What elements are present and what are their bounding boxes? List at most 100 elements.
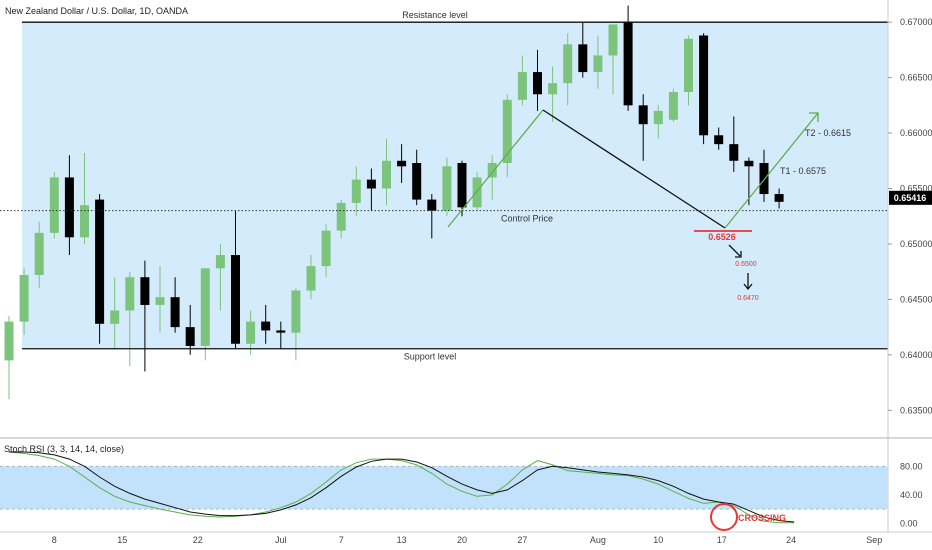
projection-line	[724, 112, 819, 229]
time-tick-label: Aug	[590, 535, 606, 545]
candle-body	[382, 160, 391, 189]
candle-body	[729, 144, 739, 161]
candle-body	[306, 266, 316, 291]
candle	[502, 94, 512, 178]
candle-body	[95, 199, 105, 324]
candle-body	[200, 268, 210, 346]
candle	[699, 33, 709, 145]
candle-body	[502, 99, 512, 164]
arrow-down-right-shaft	[728, 244, 741, 257]
time-tick-label: 17	[717, 535, 727, 545]
candle-body	[185, 327, 195, 346]
stoch-k-line	[8, 451, 795, 524]
candle-body	[261, 321, 271, 331]
projection-arrowhead	[809, 112, 819, 122]
candle-body	[533, 72, 542, 95]
candle-body	[593, 55, 603, 73]
price-tick-label: 0.67000	[900, 17, 932, 27]
candle	[49, 171, 59, 239]
candle	[397, 144, 407, 183]
price-tick-label: 0.66000	[900, 128, 932, 138]
candle-body	[759, 163, 769, 195]
price-tick-label: 0.65500	[900, 184, 932, 194]
candle-body	[412, 163, 422, 200]
rsi-title: Stoch RSI (3, 3, 14, 14, close)	[4, 444, 124, 454]
candle	[170, 277, 180, 333]
candle	[533, 49, 542, 111]
candle	[185, 304, 195, 355]
time-tick-label: 27	[517, 535, 527, 545]
candle	[64, 155, 74, 256]
candle-body	[215, 255, 225, 269]
candle	[714, 127, 724, 150]
candle-body	[110, 310, 120, 324]
candle-body	[774, 194, 784, 202]
time-tick-label: 24	[786, 535, 796, 545]
downtrend-line	[542, 109, 726, 229]
candle-body	[125, 277, 135, 311]
chart-title: New Zealand Dollar / U.S. Dollar, 1D, OA…	[5, 6, 188, 16]
time-tick-label: Jul	[275, 535, 287, 545]
candle-body	[34, 232, 44, 275]
price-tick-label: 0.66500	[900, 73, 932, 83]
crossing-label: CROSSING	[738, 513, 786, 523]
candle	[351, 166, 361, 217]
candle-body	[653, 110, 663, 125]
candle	[125, 271, 135, 366]
candle	[442, 157, 452, 217]
arrow-down-right-head	[735, 251, 742, 258]
candle	[80, 153, 89, 244]
candle-body	[442, 166, 452, 211]
resistance-label: Resistance level	[402, 10, 468, 20]
candle-body	[668, 92, 678, 120]
candle	[668, 88, 678, 122]
candle-body	[623, 22, 633, 106]
candle	[457, 160, 467, 217]
candle	[593, 35, 603, 89]
candle-body	[336, 202, 346, 231]
candle-body	[351, 179, 361, 203]
time-tick-label: 20	[457, 535, 467, 545]
candle-body	[140, 277, 150, 305]
candle	[34, 221, 44, 289]
price-label-0-6526: 0.6526	[708, 232, 736, 242]
candle	[246, 310, 256, 355]
candle	[563, 33, 573, 106]
candle-body	[366, 179, 376, 189]
price-label-0-6470: 0.6470	[737, 295, 759, 302]
candle	[110, 277, 120, 350]
candle-body	[744, 160, 754, 167]
rsi-tick-label: 40.00	[900, 490, 923, 500]
candle	[231, 210, 240, 350]
time-tick-label: 13	[397, 535, 407, 545]
candle	[623, 5, 633, 111]
support-label: Support level	[404, 352, 457, 362]
candle	[412, 149, 422, 206]
control-price-label: Control Price	[501, 214, 553, 224]
candle	[321, 223, 331, 278]
time-tick-label: 7	[339, 535, 344, 545]
candle-body	[684, 38, 693, 93]
candle	[291, 288, 301, 361]
candle	[19, 268, 29, 335]
candle	[200, 268, 210, 361]
crossing-circle	[710, 503, 738, 531]
candle-body	[427, 199, 437, 211]
candle	[306, 255, 316, 300]
range-zone	[22, 22, 888, 349]
candle-body	[457, 163, 467, 208]
candle-body	[472, 177, 482, 208]
target-t1-label: T1 - 0.6575	[780, 166, 826, 176]
last-price-value: 0.65416	[894, 193, 927, 203]
time-tick-label: Sep	[866, 535, 882, 545]
candle	[759, 149, 769, 202]
candle	[774, 188, 784, 209]
candle	[95, 194, 105, 344]
candle-body	[548, 83, 558, 95]
candle	[608, 24, 618, 95]
candle	[653, 105, 663, 139]
stoch-d-line	[9, 451, 795, 523]
price-label-0-6500: 0.6500	[735, 261, 757, 268]
candle	[744, 157, 754, 206]
